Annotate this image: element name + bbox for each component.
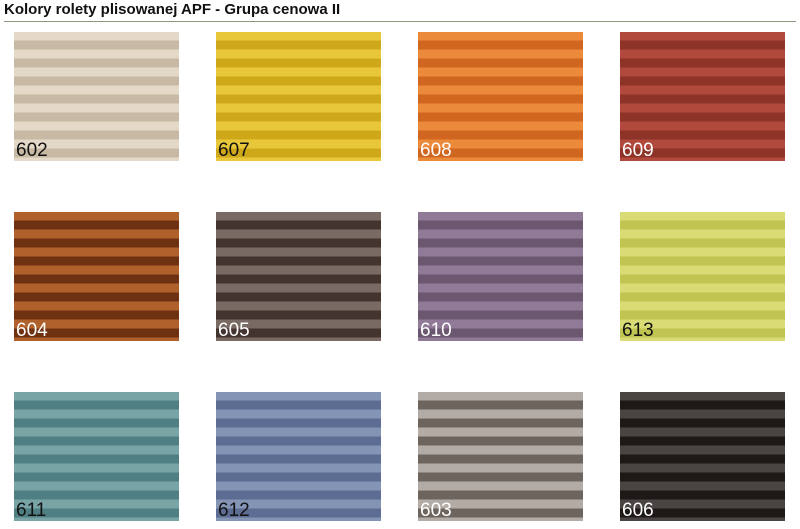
color-swatch-608[interactable]: 608 xyxy=(418,32,583,161)
swatch-code-label: 606 xyxy=(622,500,654,521)
swatch-code-label: 612 xyxy=(218,500,250,521)
color-swatch-611[interactable]: 611 xyxy=(14,392,179,521)
color-swatch-606[interactable]: 606 xyxy=(620,392,785,521)
swatch-code-label: 608 xyxy=(420,140,452,161)
swatch-code-label: 610 xyxy=(420,320,452,341)
swatch-code-label: 607 xyxy=(218,140,250,161)
swatch-code-label: 602 xyxy=(16,140,48,161)
page-title: Kolory rolety plisowanej APF - Grupa cen… xyxy=(4,1,341,18)
title-divider xyxy=(4,21,796,22)
swatch-code-label: 604 xyxy=(16,320,48,341)
color-swatch-602[interactable]: 602 xyxy=(14,32,179,161)
color-swatch-612[interactable]: 612 xyxy=(216,392,381,521)
color-swatch-604[interactable]: 604 xyxy=(14,212,179,341)
swatch-code-label: 605 xyxy=(218,320,250,341)
color-swatch-610[interactable]: 610 xyxy=(418,212,583,341)
color-swatch-609[interactable]: 609 xyxy=(620,32,785,161)
swatch-code-label: 611 xyxy=(16,500,47,521)
swatch-code-label: 603 xyxy=(420,500,452,521)
swatch-code-label: 613 xyxy=(622,320,654,341)
color-swatch-613[interactable]: 613 xyxy=(620,212,785,341)
color-swatch-607[interactable]: 607 xyxy=(216,32,381,161)
swatch-code-label: 609 xyxy=(622,140,654,161)
color-swatch-603[interactable]: 603 xyxy=(418,392,583,521)
color-swatch-605[interactable]: 605 xyxy=(216,212,381,341)
